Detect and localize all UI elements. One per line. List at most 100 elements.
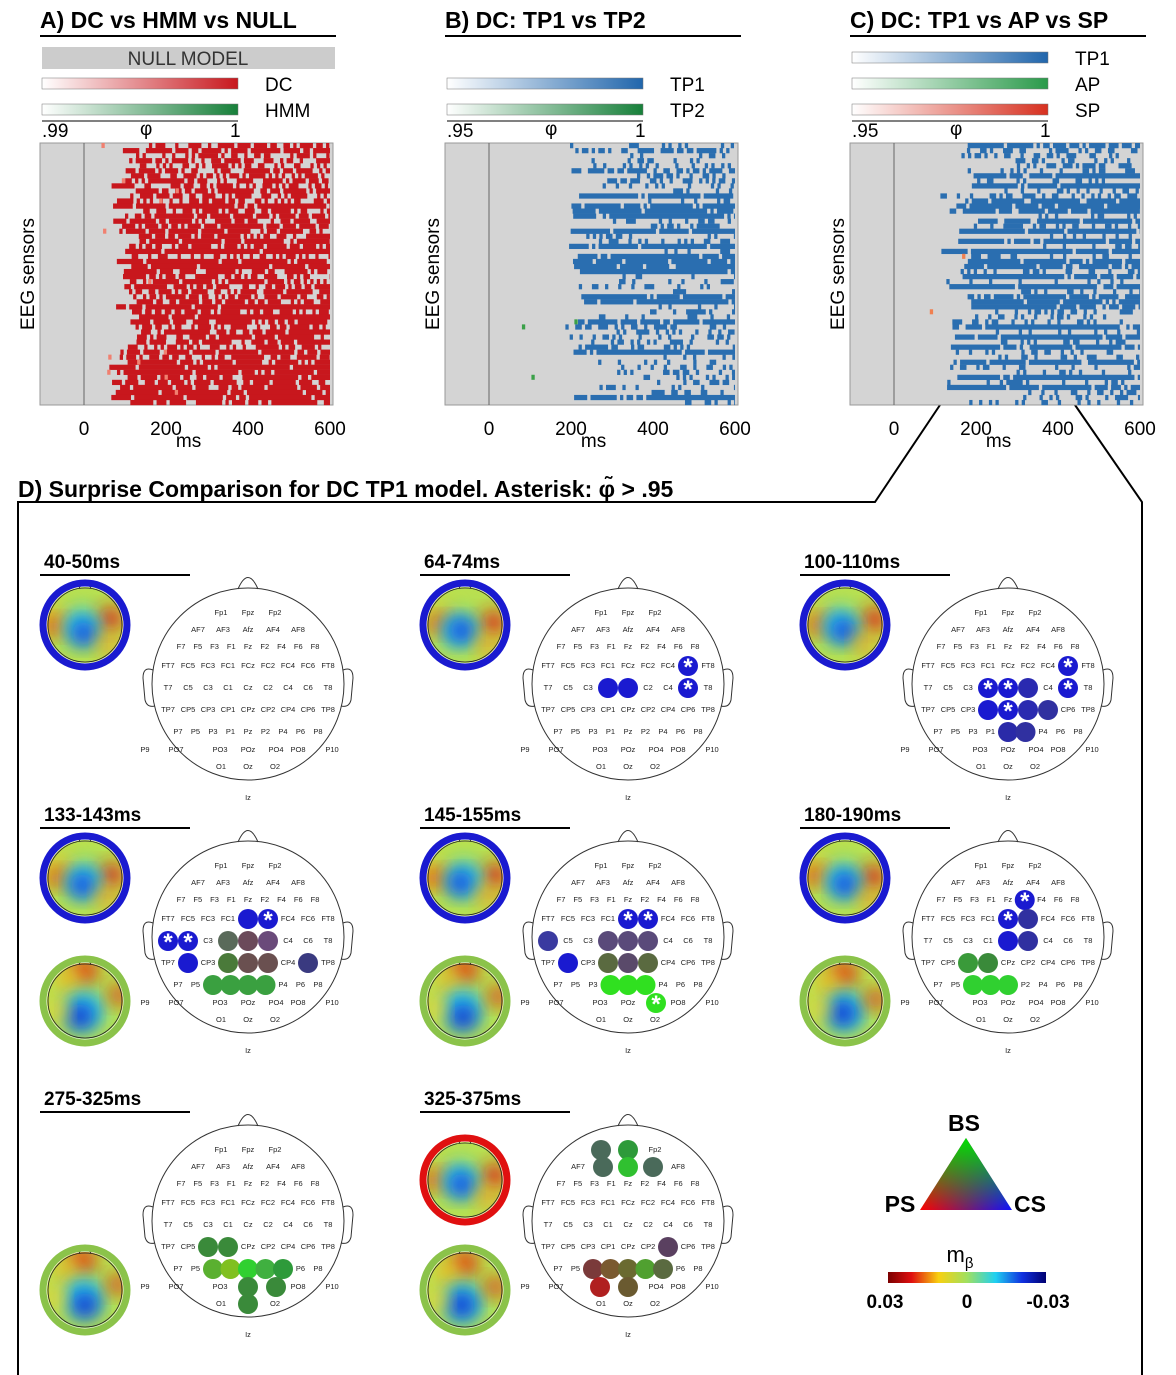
- heat-cell: [1019, 209, 1045, 214]
- electrode-dot: [598, 931, 618, 951]
- heat-cell: [196, 209, 199, 214]
- heat-cell: [312, 214, 325, 219]
- electrode-label: FC5: [941, 661, 955, 670]
- heat-cell: [641, 244, 707, 249]
- heat-cell: [275, 173, 278, 178]
- heat-cell: [171, 224, 178, 229]
- heat-cell: [242, 284, 249, 289]
- heat-cell: [202, 193, 215, 198]
- heat-cell: [723, 365, 726, 370]
- heat-cell: [161, 224, 168, 229]
- heat-cell: [127, 350, 140, 355]
- heat-cell: [1058, 400, 1061, 405]
- heat-cell: [169, 229, 199, 234]
- electrode-label: FC4: [281, 914, 295, 923]
- heat-cell: [579, 334, 582, 339]
- heat-cell: [1091, 209, 1140, 214]
- electrode-label: TP8: [701, 1242, 715, 1251]
- scale-label: φ: [545, 119, 557, 140]
- electrode-label: F5: [953, 895, 962, 904]
- legend-label: AP: [1075, 75, 1100, 96]
- heat-cell: [726, 148, 729, 153]
- electrode-label: AF8: [671, 878, 685, 887]
- heat-cell: [1138, 244, 1140, 249]
- heat-cell: [726, 340, 729, 345]
- heat-cell: [202, 198, 209, 203]
- electrode-dot: [198, 1237, 218, 1257]
- map-label: 100-110ms: [804, 552, 900, 573]
- heat-cell: [687, 249, 690, 254]
- heat-cell: [245, 209, 255, 214]
- electrode-dot: [178, 953, 198, 973]
- electrode-label: F1: [607, 1179, 616, 1188]
- electrode-label: C4: [663, 683, 673, 692]
- heat-cell: [1100, 274, 1113, 279]
- heat-cell: [1119, 163, 1132, 168]
- heat-cell: [316, 158, 330, 163]
- heat-cell: [663, 319, 670, 324]
- electrode-label: Fp1: [595, 861, 608, 870]
- heat-cell: [126, 355, 136, 360]
- heat-cell: [1076, 395, 1083, 400]
- electrode-dot: [958, 953, 978, 973]
- heat-cell: [645, 209, 707, 214]
- electrode-label: FC3: [961, 914, 975, 923]
- heat-cell: [183, 375, 190, 380]
- electrode-label: FC1: [221, 914, 235, 923]
- heat-cell: [599, 239, 602, 244]
- electrode-label: Fz: [624, 895, 633, 904]
- electrode-label: F6: [1054, 642, 1063, 651]
- corner-label: CS: [1014, 1191, 1046, 1217]
- heat-cell: [125, 178, 132, 183]
- heat-cell: [1067, 229, 1136, 234]
- heat-cell: [985, 319, 988, 324]
- heat-cell: [996, 329, 999, 334]
- electrode-label: TP7: [921, 705, 935, 714]
- heat-cell: [265, 198, 268, 203]
- heat-cell: [640, 319, 660, 324]
- heat-cell: [112, 380, 122, 385]
- electrode-label: F6: [294, 642, 303, 651]
- heat-cell: [303, 309, 306, 314]
- electrode-label: AF3: [596, 878, 610, 887]
- legend-bar: [447, 78, 643, 89]
- electrode-label: C6: [303, 683, 313, 692]
- heat-cell: [1078, 148, 1081, 153]
- heat-cell: [1007, 239, 1010, 244]
- heat-cell: [961, 153, 964, 158]
- electrode-label: PO7: [168, 745, 183, 754]
- heat-cell: [1098, 193, 1101, 198]
- heat-cell: [941, 249, 967, 254]
- electrode-label: F3: [590, 895, 599, 904]
- electrode-label: CP6: [301, 1242, 316, 1251]
- heat-cell: [637, 299, 729, 304]
- heat-cell: [685, 219, 688, 224]
- electrode-label: FCz: [621, 1198, 635, 1207]
- heat-cell: [994, 294, 1014, 299]
- heat-cell: [1131, 148, 1138, 153]
- heat-cell: [681, 279, 684, 284]
- heat-cell: [319, 168, 322, 173]
- electrode-label: F2: [260, 642, 269, 651]
- heat-cell: [202, 148, 222, 153]
- electrode-label: F1: [987, 642, 996, 651]
- electrode-label: CP5: [561, 1242, 576, 1251]
- heat-cell: [258, 299, 265, 304]
- electrode-dot: [266, 1277, 286, 1297]
- heat-cell: [192, 153, 195, 158]
- electrode-label: POz: [621, 998, 636, 1007]
- heat-cell: [273, 380, 296, 385]
- heat-cell: [1022, 193, 1035, 198]
- electrode-dot: [298, 953, 318, 973]
- heat-cell: [193, 350, 216, 355]
- heat-cell: [1085, 148, 1088, 153]
- heat-cell: [197, 178, 207, 183]
- head-nose: [238, 1115, 258, 1127]
- heat-cell: [327, 294, 330, 299]
- heat-cell: [575, 324, 582, 329]
- heat-cell: [722, 153, 725, 158]
- electrode-dot: [981, 975, 1001, 995]
- heat-cell: [617, 370, 620, 375]
- heat-cell: [734, 234, 735, 239]
- heat-cell: [711, 259, 727, 264]
